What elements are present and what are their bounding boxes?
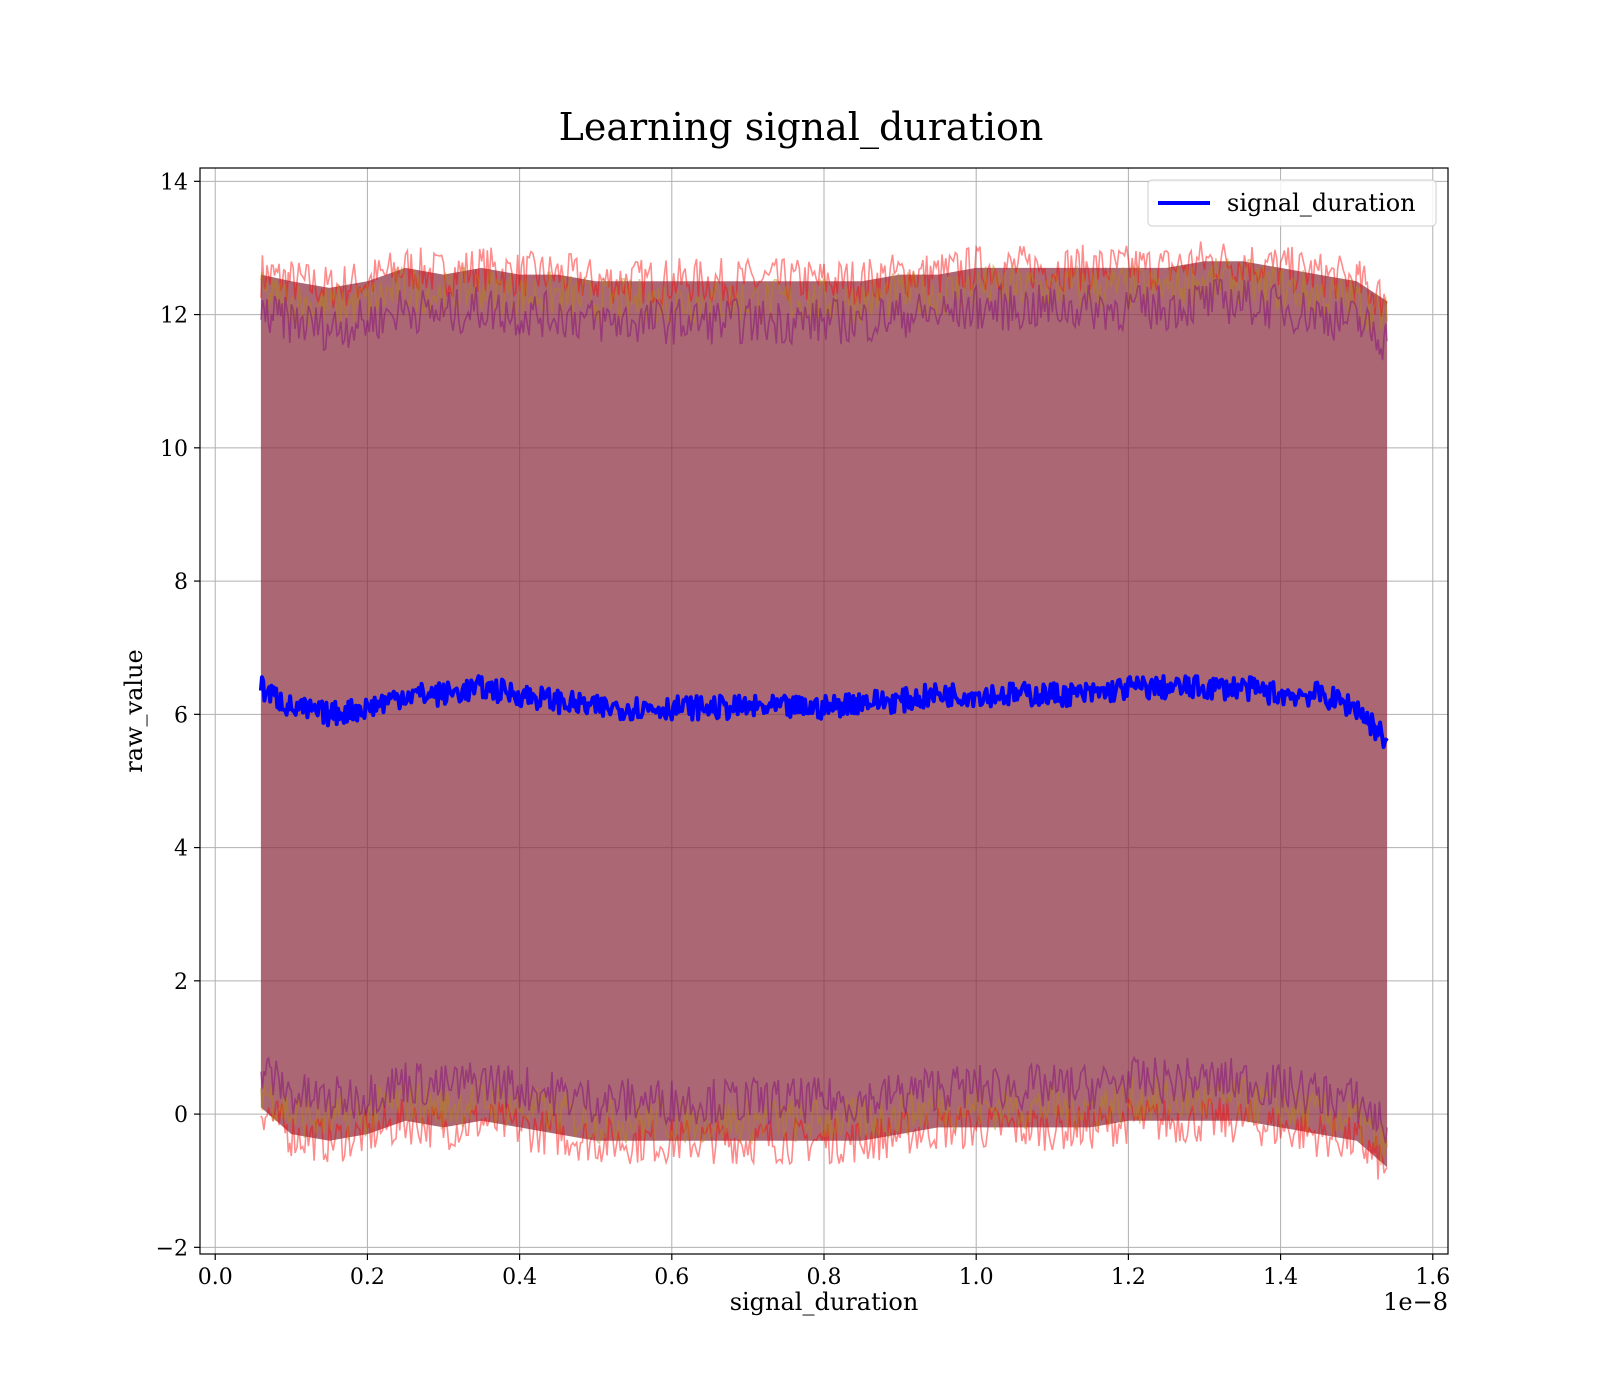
- y-tick-label-4: 6: [174, 703, 188, 728]
- x-tick-label-4: 0.8: [807, 1265, 842, 1290]
- x-tick-label-0: 0.0: [198, 1265, 233, 1290]
- band-inner-lower-line: [260, 1055, 1388, 1144]
- band-middle-lower-line: [260, 1075, 1388, 1166]
- legend-entry-signal-duration: signal_duration: [1227, 189, 1416, 217]
- x-axis-ticks: 0.0 0.2 0.4 0.6 0.8 1.0 1.2 1.4 1.6: [198, 1254, 1450, 1290]
- x-tick-label-1: 0.2: [350, 1265, 385, 1290]
- x-axis-label: signal_duration: [730, 1288, 919, 1316]
- series-layer: [258, 674, 1389, 749]
- y-tick-label-1: 0: [174, 1103, 188, 1128]
- y-axis-ticks: −2 0 2 4 6 8 10 12 14: [156, 170, 200, 1261]
- y-axis-label: raw_value: [120, 649, 148, 773]
- y-tick-label-5: 8: [174, 570, 188, 595]
- x-tick-label-5: 1.0: [959, 1265, 994, 1290]
- legend-box: [1147, 179, 1437, 227]
- x-tick-label-8: 1.6: [1415, 1265, 1450, 1290]
- x-tick-label-2: 0.4: [502, 1265, 537, 1290]
- x-axis-offset-label: 1e−8: [1383, 1288, 1448, 1316]
- chart-title: Learning signal_duration: [559, 105, 1044, 150]
- band-outer-upper-line: [260, 241, 1388, 317]
- band-inner-upper-line: [260, 278, 1388, 361]
- y-tick-label-7: 12: [160, 304, 188, 329]
- y-tick-label-6: 10: [160, 437, 188, 462]
- x-tick-label-6: 1.2: [1111, 1265, 1146, 1290]
- series-line-signal-duration: [258, 674, 1389, 749]
- legend: signal_duration: [1147, 179, 1437, 227]
- y-tick-label-3: 4: [174, 837, 188, 862]
- x-tick-label-3: 0.6: [654, 1265, 689, 1290]
- y-tick-label-2: 2: [174, 970, 188, 995]
- x-tick-label-7: 1.4: [1263, 1265, 1298, 1290]
- y-tick-label-0: −2: [156, 1236, 188, 1261]
- band-outer-lower-line: [260, 1096, 1388, 1180]
- band-middle-upper-line: [260, 258, 1388, 335]
- y-tick-label-8: 14: [160, 170, 188, 195]
